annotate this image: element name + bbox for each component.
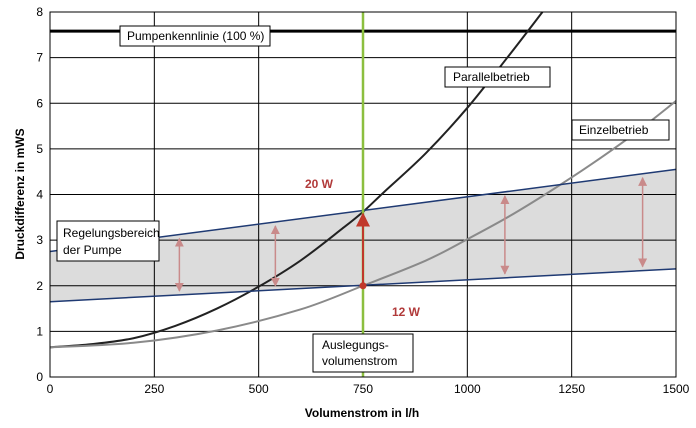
x-tick-label: 1500 xyxy=(663,382,690,396)
x-axis-title: Volumenstrom in l/h xyxy=(305,406,419,420)
x-tick-label: 250 xyxy=(144,382,164,396)
design-label-box xyxy=(312,333,414,373)
x-tick-label: 1250 xyxy=(558,382,585,396)
pump-label-box xyxy=(119,25,271,47)
design-label-line1: Auslegungs- xyxy=(322,338,389,352)
y-tick-label: 0 xyxy=(36,370,43,384)
operating-point xyxy=(359,282,367,290)
y-tick-label: 2 xyxy=(36,279,43,293)
y-axis-title: Druckdifferenz in mWS xyxy=(13,128,27,259)
power-low-label: 12 W xyxy=(392,305,421,319)
x-tick-label: 500 xyxy=(249,382,269,396)
design-label-line2: volumenstrom xyxy=(322,354,397,368)
series-line-2 xyxy=(49,100,677,349)
parallel-label: Parallelbetrieb xyxy=(453,70,530,84)
y-tick-label: 1 xyxy=(36,324,43,338)
region-label-line2: der Pumpe xyxy=(63,243,122,257)
series-line-1 xyxy=(49,11,544,349)
parallel-label-box xyxy=(444,66,551,88)
y-tick-label: 8 xyxy=(36,5,43,19)
power-high-label: 20 W xyxy=(305,177,334,191)
y-tick-label: 7 xyxy=(36,51,43,65)
x-tick-label: 1000 xyxy=(454,382,481,396)
tick-labels: 0 250 500 750 1000 1250 1500 0 1 2 3 4 5 6 7 8 xyxy=(36,5,689,396)
single-label-box xyxy=(571,119,670,141)
single-label: Einzelbetrieb xyxy=(579,123,649,137)
x-tick-label: 750 xyxy=(353,382,373,396)
pump-label: Pumpenkennlinie (100 %) xyxy=(127,29,264,43)
y-tick-label: 6 xyxy=(36,96,43,110)
plot-frame xyxy=(49,11,677,378)
region-label-line1: Regelungsbereich xyxy=(63,226,160,240)
range-arrows xyxy=(174,176,648,292)
y-tick-label: 5 xyxy=(36,142,43,156)
y-tick-label: 3 xyxy=(36,233,43,247)
region-label-box xyxy=(56,220,160,262)
y-tick-label: 4 xyxy=(36,188,43,202)
x-tick-label: 0 xyxy=(47,382,54,396)
